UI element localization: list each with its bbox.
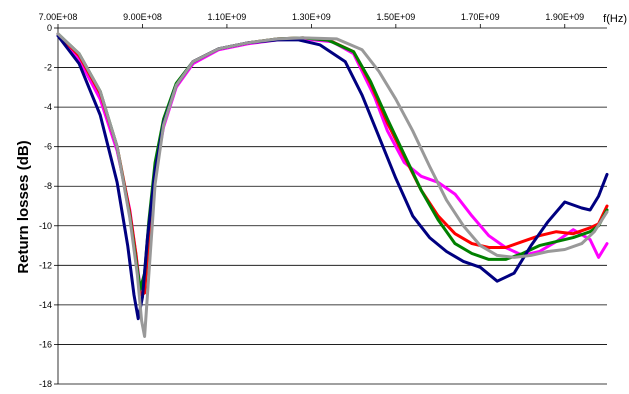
- series-line-5: [56, 32, 609, 338]
- x-tick-label: 7.00E+08: [39, 12, 78, 22]
- y-tick-label: -8: [44, 181, 52, 191]
- x-tick-label: 1.10E+09: [208, 12, 247, 22]
- y-tick-label: -12: [39, 260, 52, 270]
- y-tick-label: -16: [39, 339, 52, 349]
- x-tick-label: 1.90E+09: [545, 12, 584, 22]
- x-tick-label: 9.00E+08: [123, 12, 162, 22]
- y-tick-label: -10: [39, 221, 52, 231]
- x-tick-label: 1.30E+09: [292, 12, 331, 22]
- series-line-3: [56, 32, 609, 291]
- y-tick-label: -2: [44, 63, 52, 73]
- gridlines: [58, 67, 607, 385]
- x-axis-unit-label: f(Hz): [603, 13, 627, 25]
- y-tick-label: 0: [47, 23, 52, 33]
- y-axis-title: Return losses (dB): [15, 140, 32, 273]
- series-line-4: [56, 34, 609, 321]
- x-tick-label: 1.50E+09: [376, 12, 415, 22]
- series-line-1: [56, 32, 609, 291]
- axes: [54, 24, 607, 385]
- y-tick-label: -14: [39, 300, 52, 310]
- y-tick-labels: 0 -2 -4 -6 -8 -10 -12 -14 -16 -18: [39, 23, 52, 389]
- y-tick-label: -6: [44, 142, 52, 152]
- y-tick-label: -18: [39, 379, 52, 389]
- x-tick-labels: 7.00E+08 9.00E+08 1.10E+09 1.30E+09 1.50E+09…: [39, 12, 585, 22]
- x-tick-label: 1.70E+09: [461, 12, 500, 22]
- series-lines: [56, 32, 609, 338]
- y-tick-label: -4: [44, 102, 52, 112]
